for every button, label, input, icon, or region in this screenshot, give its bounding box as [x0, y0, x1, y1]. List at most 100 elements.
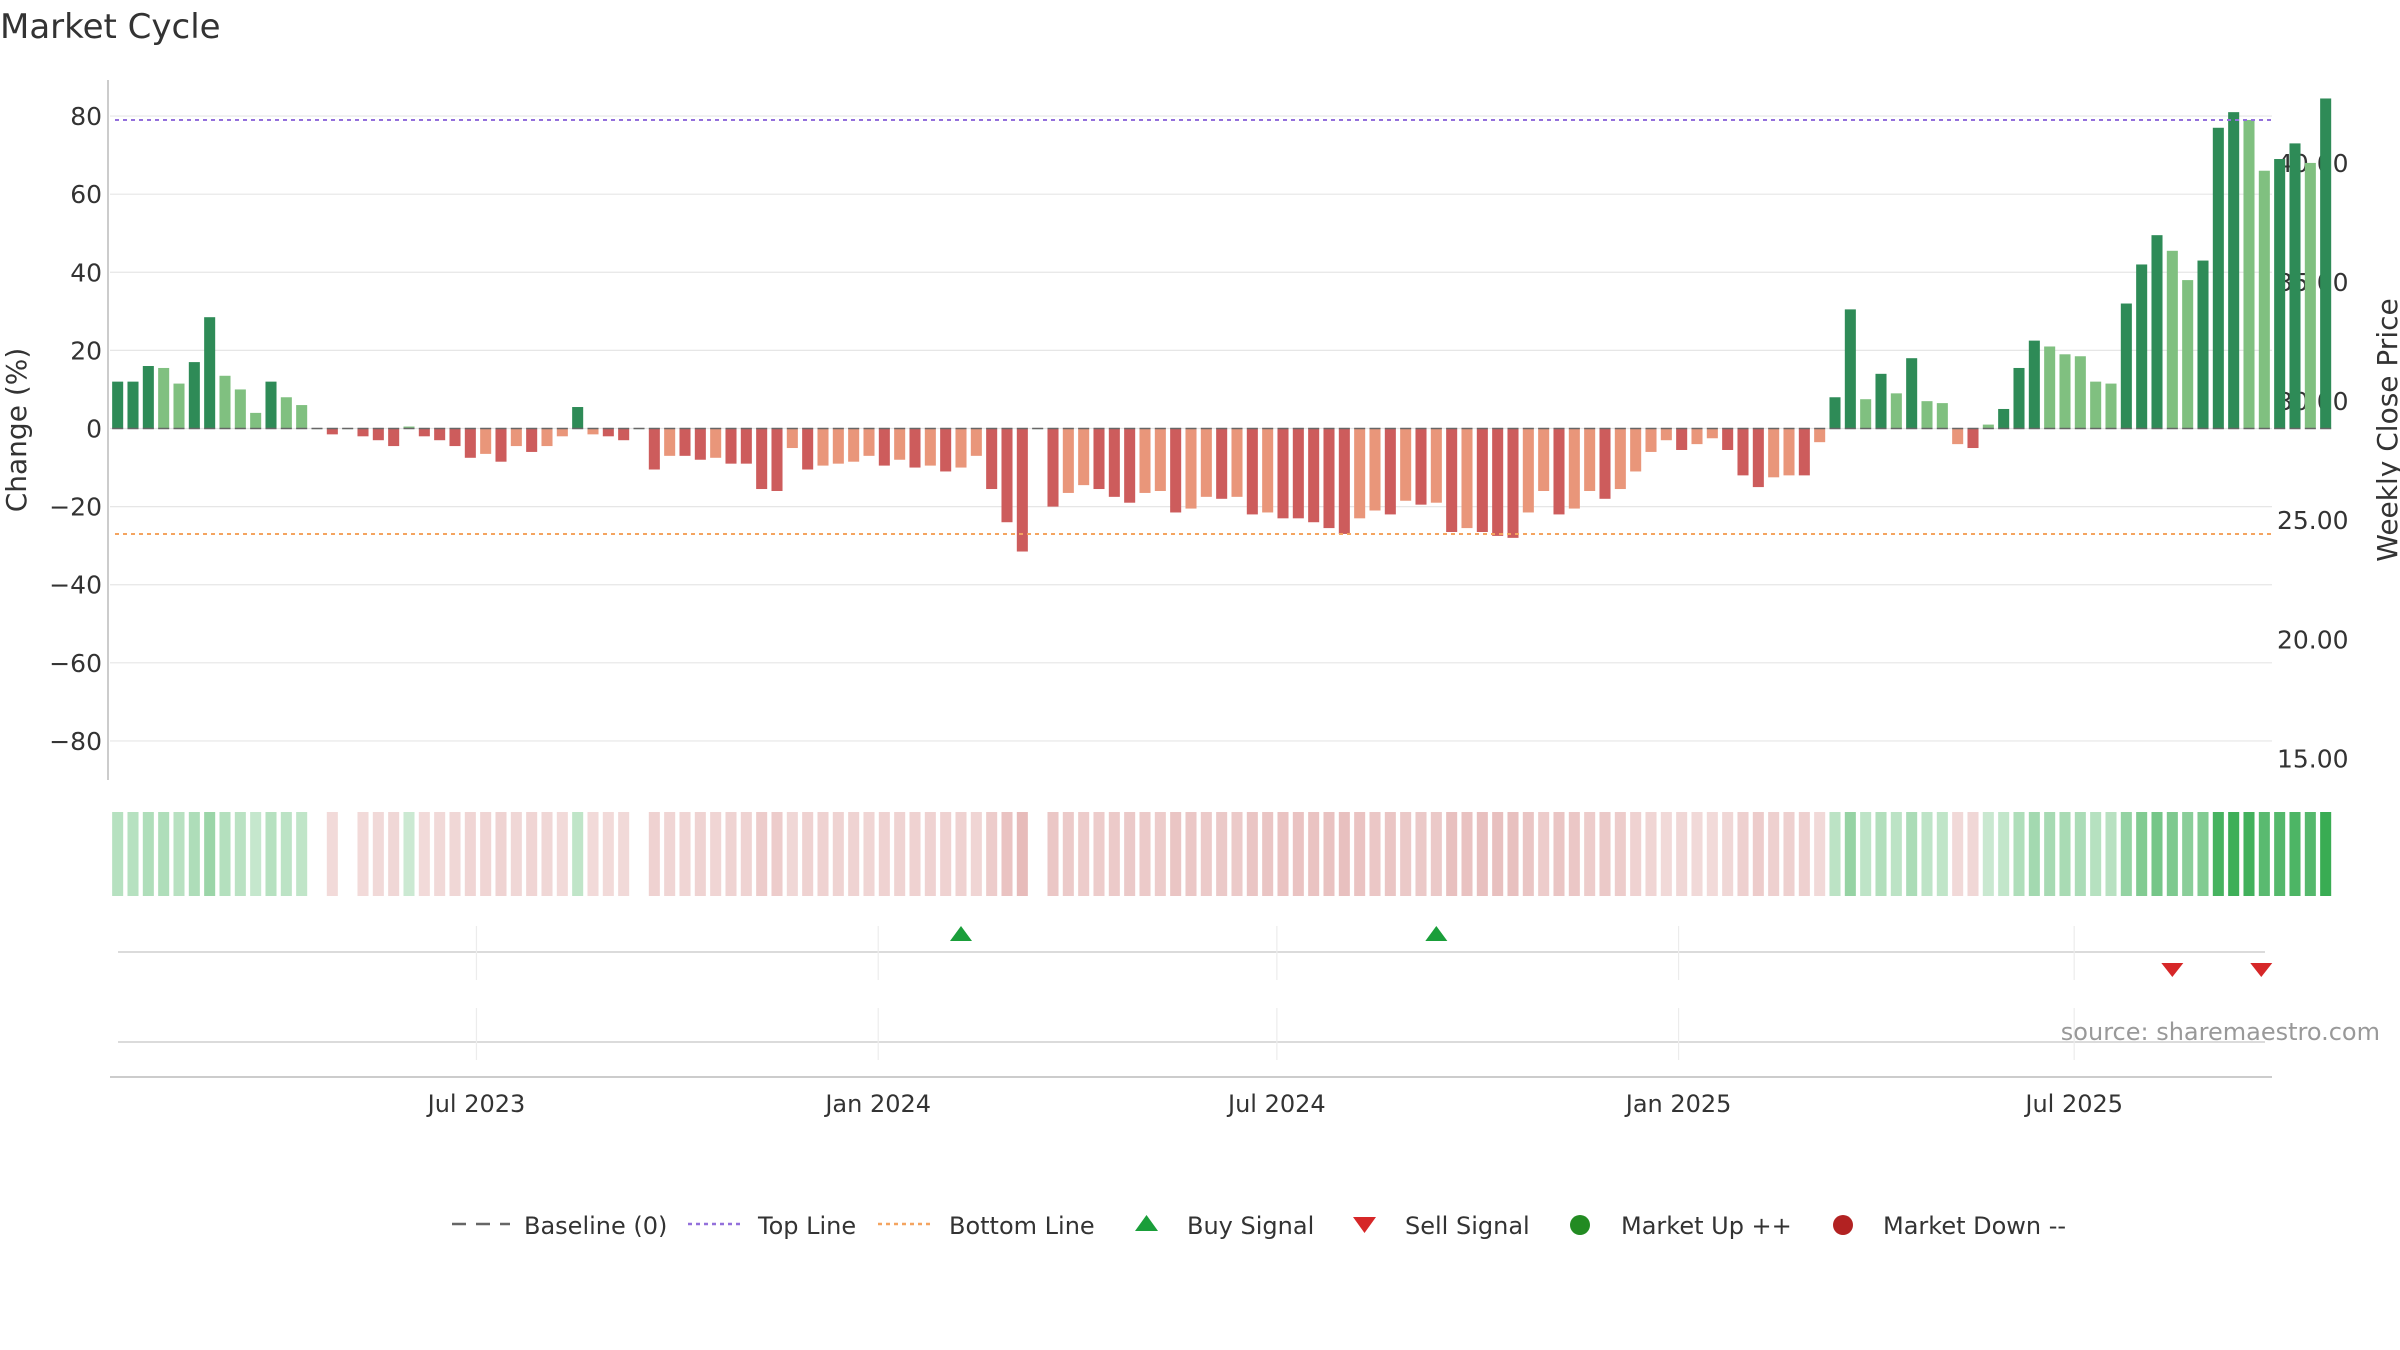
y-left-tick-label: −20: [49, 493, 102, 522]
bar: [1798, 428, 1810, 476]
cycle-strip-cell: [863, 812, 875, 896]
y-left-tick-label: 80: [70, 102, 102, 131]
bar: [1936, 403, 1948, 429]
cycle-strip-cell: [2289, 812, 2301, 896]
cycle-strip-cell: [449, 812, 461, 896]
cycle-strip-cell: [188, 812, 200, 896]
cycle-strip-cell: [1676, 812, 1688, 896]
cycle-strip-cell: [280, 812, 292, 896]
y-right-axis-label: Weekly Close Price: [2371, 298, 2400, 561]
bar: [802, 428, 814, 470]
chart-title: Market Cycle: [0, 7, 221, 47]
cycle-strip-cell: [2074, 812, 2086, 896]
cycle-strip-cell: [1400, 812, 1412, 896]
cycle-strip-cell: [848, 812, 860, 896]
legend-item-sell-signal[interactable]: Sell Signal: [1353, 1212, 1530, 1240]
cycle-strip-cell: [1354, 812, 1366, 896]
cycle-strip-cell: [1798, 812, 1810, 896]
cycle-strip-cell: [2228, 812, 2240, 896]
cycle-strip-cell: [1814, 812, 1826, 896]
bar: [1522, 428, 1534, 513]
x-tick-label: Jul 2024: [1226, 1090, 1326, 1118]
cycle-strip-cell: [2258, 812, 2270, 896]
bar: [449, 428, 461, 447]
cycle-strip-cell: [1614, 812, 1626, 896]
cycle-strip-cell: [1538, 812, 1550, 896]
cycle-strip-cell: [556, 812, 568, 896]
cycle-strip-cell: [1078, 812, 1090, 896]
cycle-strip-cell: [1829, 812, 1841, 896]
cycle-strip-cell: [2182, 812, 2194, 896]
bar: [204, 317, 216, 429]
cycle-strip-cell: [2212, 812, 2224, 896]
cycle-strip-cell: [388, 812, 400, 896]
cycle-strip-cell: [1108, 812, 1120, 896]
cycle-strip-cell: [1262, 812, 1274, 896]
bar: [2289, 143, 2301, 429]
cycle-strip-cell: [1016, 812, 1028, 896]
cycle-strip-cell: [1660, 812, 1672, 896]
cycle-strip-cell: [1568, 812, 1580, 896]
bar: [1093, 428, 1105, 490]
bar: [1384, 428, 1396, 515]
sell-signal-marker: [2250, 963, 2273, 977]
bar: [2059, 354, 2071, 429]
legend-item-buy-signal[interactable]: Buy Signal: [1135, 1212, 1314, 1240]
legend-item-bottom-line[interactable]: Bottom Line: [878, 1212, 1095, 1240]
legend-baseline-label: Baseline (0): [524, 1212, 667, 1240]
legend-item-baseline[interactable]: Baseline (0): [452, 1212, 667, 1240]
bar: [2243, 119, 2255, 429]
cycle-strip-cell: [1752, 812, 1764, 896]
bar: [1139, 428, 1151, 493]
bar: [1154, 428, 1166, 491]
bar: [1691, 428, 1703, 445]
bar: [1047, 428, 1059, 507]
bar: [1584, 428, 1596, 491]
bar: [1998, 408, 2010, 429]
bar: [173, 383, 185, 429]
bar: [357, 428, 369, 437]
bar: [970, 428, 982, 456]
bar: [2258, 170, 2270, 429]
cycle-strip-cell: [664, 812, 676, 896]
bar: [1400, 428, 1412, 501]
legend-sell-triangle-icon: [1353, 1217, 1376, 1233]
bar: [1369, 428, 1381, 511]
cycle-strip-cell: [1967, 812, 1979, 896]
cycle-strip-cell: [1476, 812, 1488, 896]
bar: [2151, 235, 2163, 429]
x-tick-label: Jan 2024: [823, 1090, 931, 1118]
bar: [1645, 428, 1657, 452]
cycle-strip-cell: [817, 812, 829, 896]
cycle-strip-cell: [1154, 812, 1166, 896]
cycle-strip-cell: [1768, 812, 1780, 896]
y-right-tick-label: 25.00: [2277, 506, 2349, 535]
legend-market-down-label: Market Down --: [1883, 1212, 2066, 1240]
cycle-strip-cell: [434, 812, 446, 896]
legend-item-market-up[interactable]: Market Up ++: [1570, 1212, 1792, 1240]
cycle-strip-cell: [2120, 812, 2132, 896]
buy-signal-marker: [1425, 926, 1448, 941]
legend-market-up-dot-icon: [1570, 1215, 1590, 1235]
bar: [1338, 428, 1350, 534]
bar: [710, 428, 722, 458]
legend-buy-label: Buy Signal: [1187, 1212, 1314, 1240]
bar: [2197, 260, 2209, 429]
bar: [2320, 98, 2332, 429]
cycle-strip-cell: [1952, 812, 1964, 896]
y-left-tick-label: −60: [49, 649, 102, 678]
cycle-strip-cell: [909, 812, 921, 896]
cycle-strip-cell: [740, 812, 752, 896]
legend-item-top-line[interactable]: Top Line: [688, 1212, 856, 1240]
legend-item-market-down[interactable]: Market Down --: [1833, 1212, 2066, 1240]
cycle-strip-cell: [694, 812, 706, 896]
bar: [602, 428, 614, 437]
cycle-strip-cell: [2136, 812, 2148, 896]
cycle-strip-cell: [372, 812, 384, 896]
bar: [1538, 428, 1550, 491]
cycle-strip-cell: [1706, 812, 1718, 896]
cycle-strip-cell: [955, 812, 967, 896]
cycle-strip-cell: [1553, 812, 1565, 896]
bar: [1630, 428, 1642, 472]
